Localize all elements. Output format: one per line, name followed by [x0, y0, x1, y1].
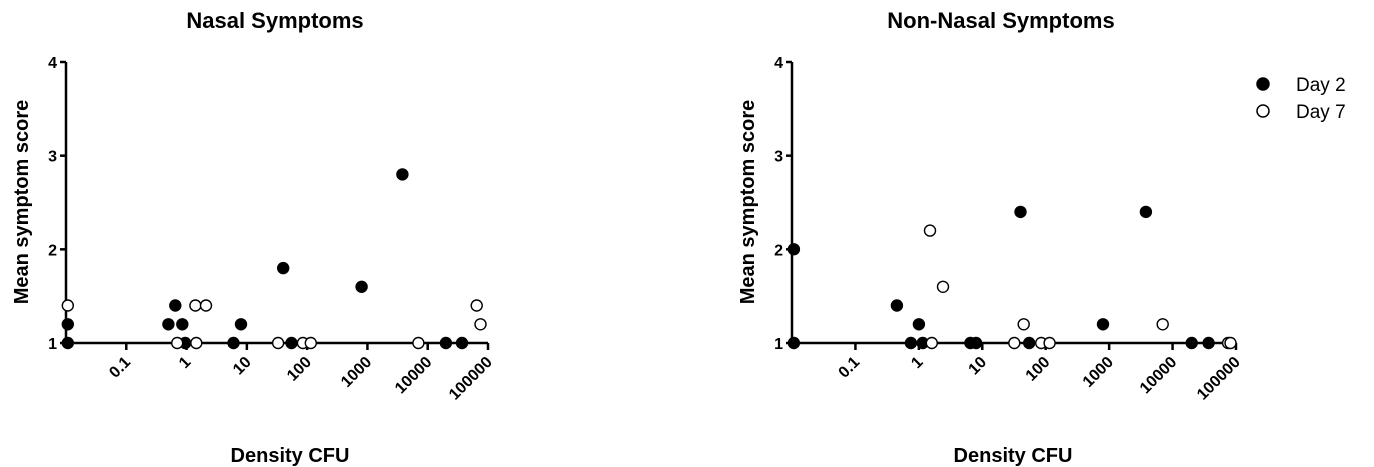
y-axis-label: Mean symptom score [737, 100, 759, 305]
data-point-day-2 [285, 336, 298, 350]
y-axis-label: Mean symptom score [11, 100, 33, 305]
y-tick-label: 1 [48, 336, 57, 353]
legend-item-day-7: Day 7 [1256, 102, 1346, 123]
data-point-day-2 [787, 243, 801, 256]
data-point-day-2 [1185, 336, 1198, 350]
x-tick-label: 100000 [446, 354, 496, 404]
data-point-day-7 [936, 280, 950, 293]
chart-title: Non-Nasal Symptoms [887, 8, 1114, 33]
data-points [61, 168, 487, 350]
x-tick-label: 10 [230, 354, 255, 379]
legend-item-day-2: Day 2 [1256, 75, 1346, 96]
x-tick-label: 10000 [1137, 354, 1181, 398]
data-point-day-2 [455, 336, 469, 350]
data-point-day-7 [470, 299, 483, 312]
legend-label: Day 7 [1296, 102, 1346, 123]
data-point-day-2 [61, 318, 75, 331]
y-tick-label: 3 [48, 149, 57, 166]
data-point-day-2 [396, 168, 409, 181]
data-point-day-2 [969, 336, 983, 350]
data-point-day-7 [1043, 336, 1056, 350]
data-point-day-2 [1096, 318, 1110, 331]
data-point-day-2 [162, 318, 175, 331]
x-tick-label: 1 [176, 354, 194, 372]
data-point-day-2 [355, 280, 368, 293]
data-point-day-2 [912, 318, 926, 331]
data-point-day-2 [277, 261, 290, 275]
open-circle-marker-icon [1256, 104, 1270, 118]
data-point-day-2 [1022, 336, 1036, 350]
data-point-day-7 [61, 299, 75, 312]
x-tick-label: 1000 [338, 354, 375, 391]
legend-label: Day 2 [1296, 75, 1346, 96]
data-point-day-7 [925, 336, 938, 350]
data-point-day-2 [1139, 205, 1153, 219]
data-point-day-2 [169, 299, 182, 312]
data-point-day-2 [61, 336, 75, 350]
chart-title: Nasal Symptoms [186, 8, 363, 33]
data-point-day-7 [271, 336, 285, 350]
data-point-day-2 [234, 318, 248, 331]
x-tick-label: 1000 [1080, 354, 1117, 391]
data-point-day-7 [1008, 336, 1021, 350]
data-point-day-7 [304, 336, 317, 350]
x-tick-label: 10 [966, 354, 991, 379]
y-tick-label: 2 [48, 242, 57, 259]
data-point-day-7 [199, 299, 213, 312]
x-tick-label: 100 [1023, 354, 1054, 385]
data-point-day-2 [1202, 336, 1215, 350]
data-point-day-2 [176, 318, 189, 331]
y-tick-label: 4 [774, 55, 783, 72]
data-point-day-7 [1017, 318, 1030, 331]
x-tick-label: 100000 [1194, 354, 1244, 404]
y-tick-label: 3 [774, 149, 783, 166]
data-point-day-7 [1156, 318, 1169, 331]
y-tick-label: 1 [774, 336, 783, 353]
y-tick-label: 4 [48, 55, 57, 72]
data-point-day-7 [189, 299, 202, 312]
legend: Day 2 Day 7 [1256, 75, 1346, 123]
x-tick-label: 0.1 [106, 354, 134, 382]
x-tick-label: 0.1 [836, 354, 864, 382]
data-point-day-2 [227, 336, 240, 350]
data-point-day-7 [474, 318, 487, 331]
data-point-day-2 [890, 299, 904, 312]
panel-nasal-symptoms: Nasal Symptoms Mean symptom score Densit… [11, 8, 496, 467]
data-point-day-2 [787, 336, 801, 350]
axes: 1 2 3 4 0.1 1 10 100 1000 10000 100000 [48, 55, 496, 404]
x-tick-label: 10000 [392, 354, 436, 398]
data-point-day-7 [1224, 336, 1237, 350]
data-point-day-2 [439, 336, 453, 350]
filled-circle-marker-icon [1256, 77, 1270, 91]
y-tick-label: 2 [774, 242, 783, 259]
data-point-day-7 [923, 224, 937, 237]
data-point-day-7 [412, 336, 425, 350]
x-tick-label: 100 [284, 354, 315, 385]
axes: 1 2 3 4 0.1 1 10 100 1000 10000 100000 [774, 55, 1244, 404]
data-point-day-2 [1014, 205, 1027, 219]
data-point-day-7 [190, 336, 203, 350]
x-axis-label: Density CFU [954, 445, 1073, 467]
x-tick-label: 1 [908, 354, 926, 372]
data-point-day-7 [170, 336, 184, 350]
panel-non-nasal-symptoms: Non-Nasal Symptoms Mean symptom score De… [737, 8, 1244, 467]
x-axis-label: Density CFU [231, 445, 350, 467]
data-points [787, 205, 1237, 350]
data-point-day-2 [904, 336, 918, 350]
